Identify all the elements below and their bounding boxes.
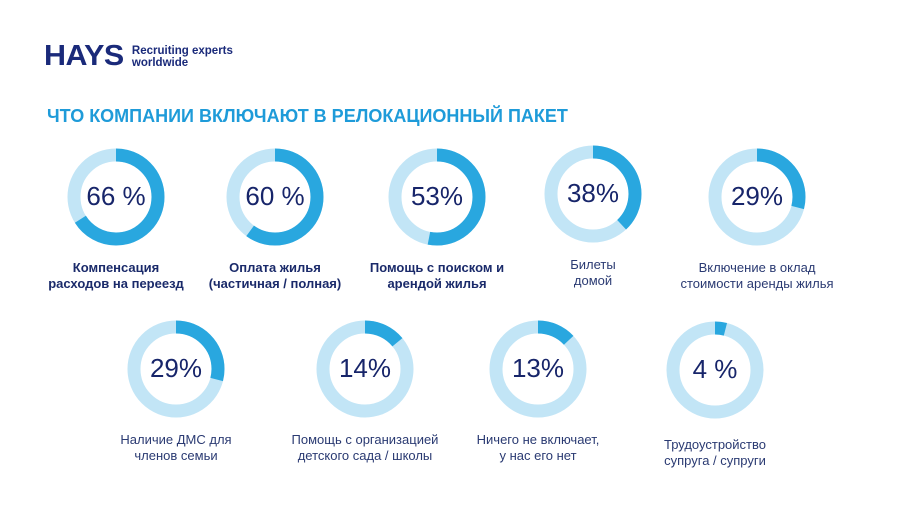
donut-segment xyxy=(544,145,642,243)
donut-value: 66 % xyxy=(86,181,146,211)
donut-chart: 53% xyxy=(388,148,486,246)
donut-chart: 60 % xyxy=(226,148,324,246)
donut-label: Билеты домой xyxy=(570,257,616,288)
donut-svg xyxy=(544,145,642,243)
donut-label: Компенсация расходов на переезд xyxy=(48,260,184,291)
chart-title: ЧТО КОМПАНИИ ВКЛЮЧАЮТ В РЕЛОКАЦИОННЫЙ ПА… xyxy=(47,106,568,126)
logo-tagline: Recruiting experts worldwide xyxy=(131,44,233,69)
logo-brand: HAYS xyxy=(44,40,124,72)
donut-svg xyxy=(708,148,806,246)
donut-value: 29% xyxy=(730,181,784,211)
donut-svg xyxy=(67,148,165,246)
donut-value: 4 % xyxy=(692,354,738,384)
donut-value: 29% xyxy=(149,353,203,383)
donut-item: 38% Билеты домой xyxy=(493,145,693,289)
donut-svg xyxy=(666,321,764,419)
hays-logo: HAYS Recruiting experts worldwide xyxy=(44,40,233,73)
donut-segment xyxy=(666,321,764,419)
donut-item: 66 % Компенсация расходов на переезд xyxy=(16,148,216,292)
donut-value: 14% xyxy=(338,353,392,383)
donut-value: 13% xyxy=(511,353,565,383)
donut-chart: 38% xyxy=(544,145,642,243)
donut-chart: 4 % xyxy=(666,321,764,419)
donut-item: 14% Помощь с организацией детского сада / … xyxy=(265,320,465,464)
donut-value: 60 % xyxy=(245,181,305,211)
donut-label: Наличие ДМС для членов семьи xyxy=(120,432,232,463)
donut-item: 4 % Трудоустройство супруга / супруги xyxy=(615,321,815,469)
donut-chart: 13% xyxy=(489,320,587,418)
donut-item: 29% Включение в оклад стоимости аренды жил… xyxy=(657,148,857,292)
donut-svg xyxy=(316,320,414,418)
donut-item: 13% Ничего не включает, у нас его нет xyxy=(438,320,638,464)
donut-segment xyxy=(127,320,225,418)
donut-label: Включение в оклад стоимости аренды жилья xyxy=(680,260,834,291)
donut-item: 29% Наличие ДМС для членов семьи xyxy=(76,320,276,464)
donut-value: 53% xyxy=(410,181,464,211)
donut-svg xyxy=(388,148,486,246)
donut-segment xyxy=(489,320,587,418)
donut-segment xyxy=(316,320,414,418)
donut-item: 53% Помощь с поиском и арендой жилья xyxy=(337,148,537,292)
donut-value: 38% xyxy=(566,178,620,208)
donut-segment xyxy=(708,148,806,246)
donut-segment xyxy=(226,148,324,246)
donut-segment xyxy=(67,148,165,246)
donut-svg xyxy=(489,320,587,418)
donut-item: 60 % Оплата жилья (частичная / полная) xyxy=(175,148,375,292)
donut-chart: 14% xyxy=(316,320,414,418)
donut-label: Ничего не включает, у нас его нет xyxy=(476,432,600,463)
donut-segment xyxy=(388,148,486,246)
donut-chart: 66 % xyxy=(67,148,165,246)
donut-label: Помощь с поиском и арендой жилья xyxy=(369,260,505,291)
donut-label: Трудоустройство супруга / супруги xyxy=(663,437,766,468)
donut-svg xyxy=(226,148,324,246)
donut-label: Помощь с организацией детского сада / шко… xyxy=(291,432,439,463)
donut-svg xyxy=(127,320,225,418)
donut-label: Оплата жилья (частичная / полная) xyxy=(208,260,342,291)
donut-chart: 29% xyxy=(127,320,225,418)
donut-chart: 29% xyxy=(708,148,806,246)
